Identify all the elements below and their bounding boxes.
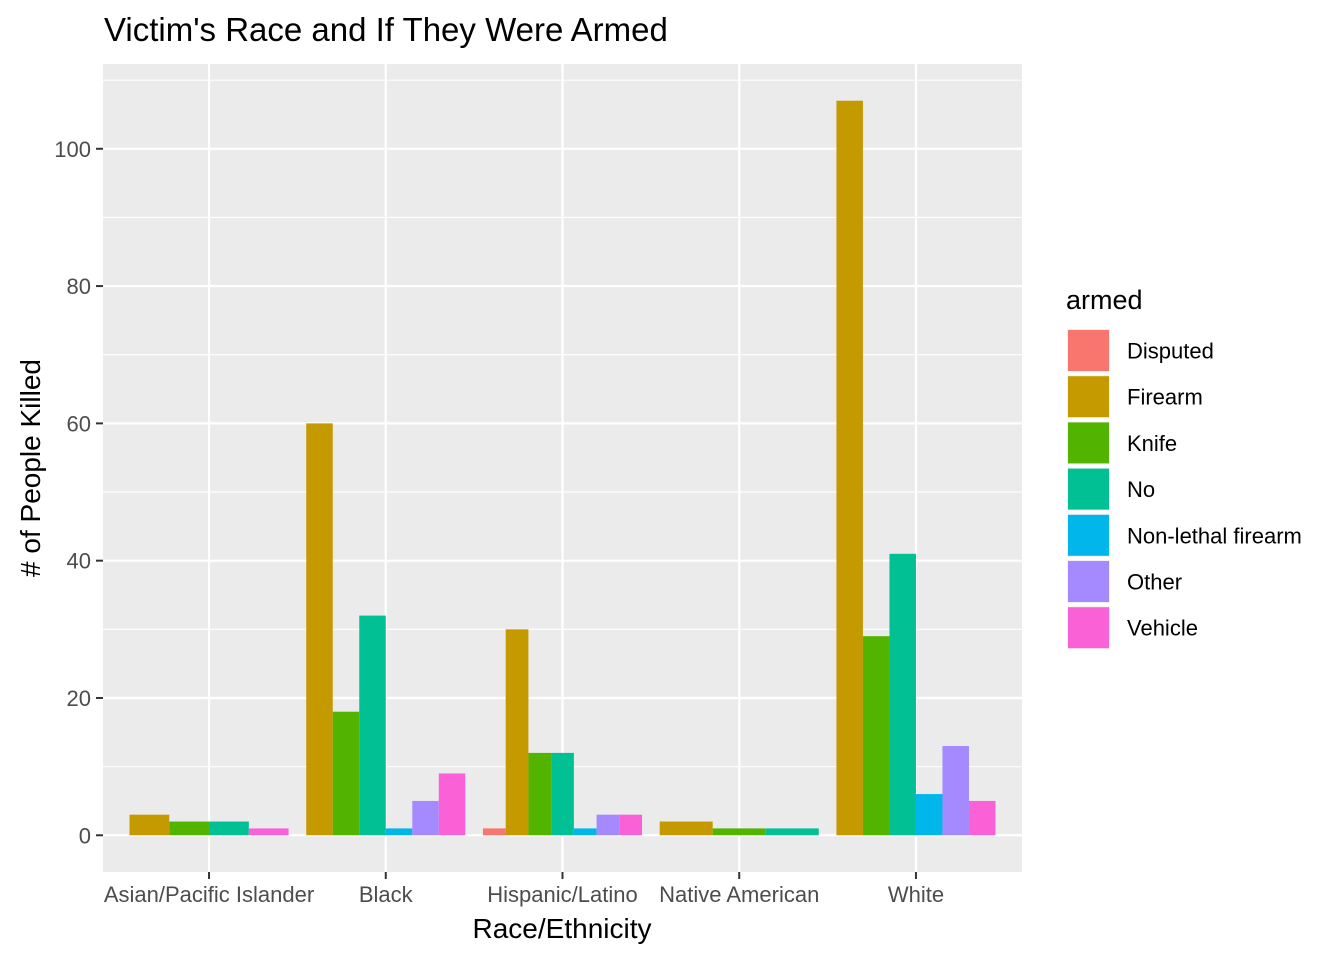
- x-tick-label: Black: [359, 882, 414, 907]
- x-axis-title: Race/Ethnicity: [473, 913, 652, 944]
- bar-firearm-asian-pacific-islander: [129, 814, 170, 836]
- legend-label: No: [1127, 477, 1155, 502]
- x-tick-label: Asian/Pacific Islander: [104, 882, 314, 907]
- y-tick-label: 20: [67, 686, 91, 711]
- bar-marks: [129, 100, 996, 836]
- bar-no-asian-pacific-islander: [209, 821, 249, 836]
- legend-label: Knife: [1127, 431, 1177, 456]
- x-tick-label: Hispanic/Latino: [487, 882, 637, 907]
- y-tick-label: 100: [54, 137, 91, 162]
- y-tick-label: 40: [67, 549, 91, 574]
- x-tick-label: Native American: [659, 882, 819, 907]
- bar-non-lethal-firearm-black: [385, 828, 413, 836]
- bar-knife-black: [332, 711, 360, 836]
- bar-vehicle-hispanic-latino: [619, 814, 643, 836]
- bar-knife-asian-pacific-islander: [169, 821, 210, 836]
- bar-knife-native-american: [712, 828, 766, 836]
- bar-knife-hispanic-latino: [528, 752, 552, 836]
- legend-swatch-firearm: [1068, 376, 1109, 418]
- bar-no-black: [359, 615, 386, 836]
- x-tick-label: White: [888, 882, 944, 907]
- legend-label: Other: [1127, 570, 1182, 595]
- y-tick-label: 80: [67, 274, 91, 299]
- legend: armed Disputed Firearm Knife No Non-lethal f…: [1066, 285, 1302, 650]
- bar-other-black: [412, 800, 439, 836]
- bar-disputed-hispanic-latino: [482, 828, 506, 836]
- legend-swatch-non-lethal-firearm: [1068, 514, 1109, 556]
- bar-firearm-hispanic-latino: [505, 629, 529, 836]
- legend-swatch-disputed: [1068, 330, 1109, 371]
- bar-no-native-american: [765, 828, 819, 836]
- y-axis-title: # of People Killed: [15, 359, 46, 577]
- chart-title: Victim's Race and If They Were Armed: [104, 11, 668, 48]
- legend-swatch-no: [1068, 468, 1109, 510]
- y-axis: 0 20 40 60 80 100: [54, 137, 103, 848]
- bar-firearm-native-american: [659, 821, 713, 836]
- y-tick-label: 60: [67, 411, 91, 436]
- bar-vehicle-asian-pacific-islander: [248, 828, 289, 836]
- bar-other-white: [942, 746, 969, 836]
- bar-vehicle-white: [968, 800, 996, 836]
- legend-swatch-vehicle: [1068, 607, 1109, 649]
- legend-title: armed: [1066, 285, 1143, 315]
- bar-knife-white: [862, 636, 890, 836]
- legend-label: Firearm: [1127, 385, 1203, 410]
- legend-label: Non-lethal firearm: [1127, 523, 1302, 548]
- y-tick-label: 0: [79, 823, 91, 848]
- major-gridlines: [103, 64, 1022, 872]
- bar-no-white: [889, 553, 916, 836]
- bar-no-hispanic-latino: [551, 752, 574, 836]
- x-axis: Asian/Pacific Islander Black Hispanic/Lati…: [104, 872, 944, 907]
- legend-swatch-other: [1068, 561, 1109, 602]
- legend-label: Vehicle: [1127, 616, 1198, 641]
- bar-other-hispanic-latino: [596, 814, 620, 836]
- legend-swatch-knife: [1068, 422, 1109, 464]
- bar-vehicle-black: [438, 773, 466, 836]
- bar-firearm-white: [836, 100, 863, 836]
- bar-non-lethal-firearm-hispanic-latino: [573, 828, 597, 836]
- legend-label: Disputed: [1127, 339, 1214, 364]
- bar-non-lethal-firearm-white: [915, 794, 943, 836]
- bar-firearm-black: [306, 423, 333, 836]
